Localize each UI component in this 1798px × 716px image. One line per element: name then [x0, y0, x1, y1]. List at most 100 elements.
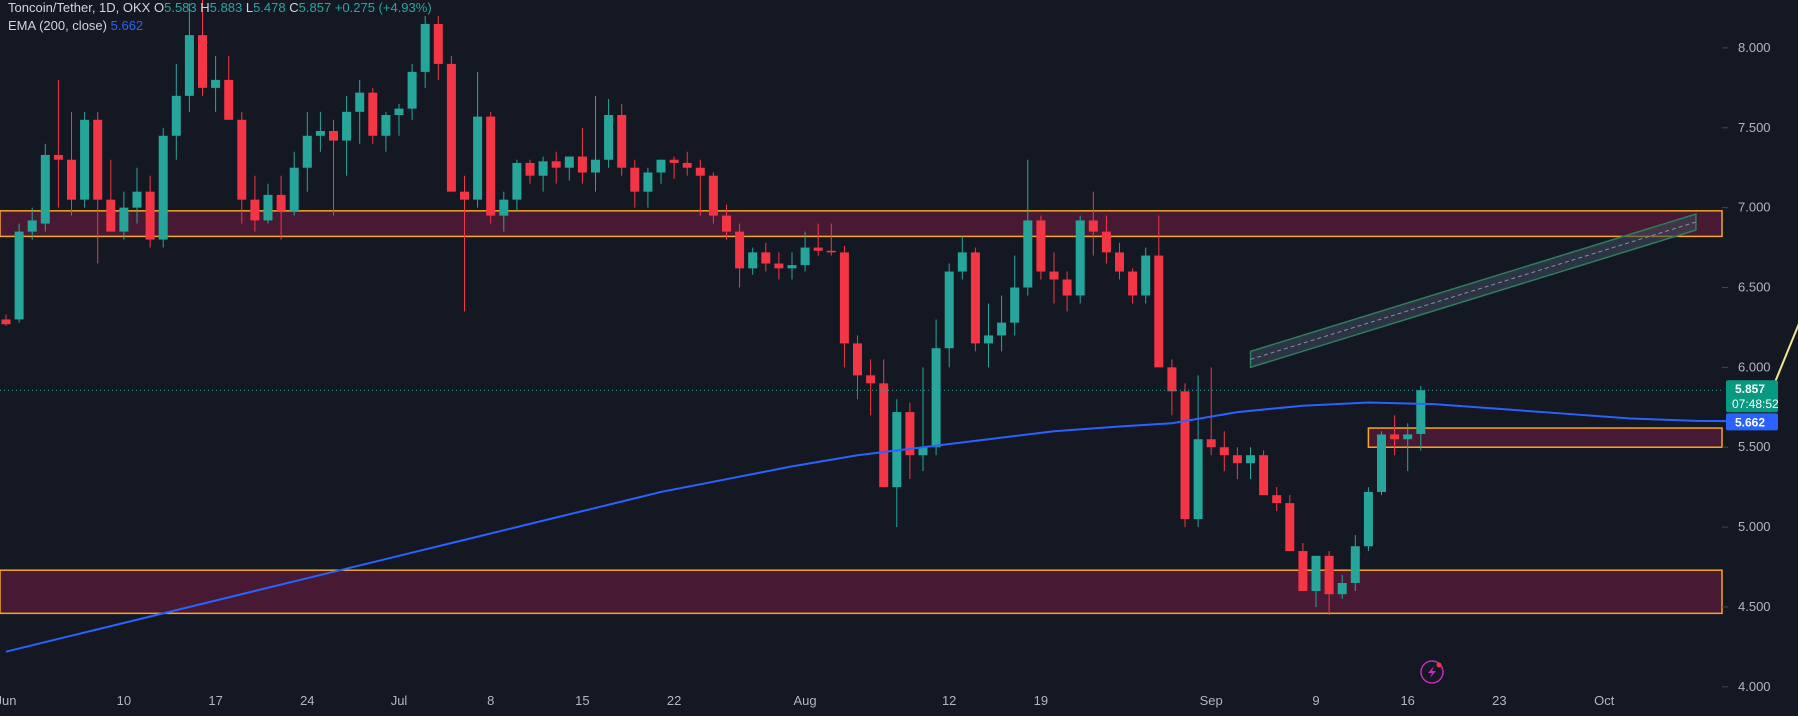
candle-body: [1403, 434, 1413, 440]
candle-body: [577, 156, 587, 173]
candle-body: [708, 175, 718, 216]
candle-body: [826, 250, 836, 253]
candle-body: [40, 154, 50, 224]
countdown-timer: 07:48:52: [1732, 397, 1779, 411]
candle-body: [460, 191, 469, 200]
y-axis: 4.000 4.500 5.000 5.500 6.000 6.500 7.000 7.500…: [1722, 40, 1771, 694]
candle-body: [931, 348, 941, 448]
x-tick-label: 10: [117, 693, 131, 708]
candle-body: [813, 247, 823, 251]
y-tick-label: 6.500: [1738, 280, 1771, 295]
candle-body: [1298, 551, 1308, 591]
candle-body: [394, 108, 404, 116]
candle-body: [905, 412, 915, 456]
candle-body: [1259, 455, 1269, 496]
x-tick-label: 16: [1400, 693, 1414, 708]
candle-body: [211, 79, 221, 88]
candle-body: [643, 172, 653, 192]
ema-label: EMA (200, close): [8, 18, 107, 33]
candle-body: [1115, 252, 1124, 272]
y-tick-label: 5.500: [1738, 439, 1771, 454]
candle-body: [486, 116, 496, 216]
candle-body: [1390, 434, 1400, 440]
candle-body: [198, 35, 207, 88]
candle-body: [67, 159, 76, 200]
candle-body: [1219, 447, 1229, 456]
x-axis: Jun 10 17 24 Jul 8 15 22 Aug 12 19 Sep 9 16 23 Oct: [0, 693, 1615, 708]
candle-body: [525, 162, 535, 176]
x-tick-label: 19: [1034, 693, 1048, 708]
candle-body: [839, 252, 849, 344]
candle-body: [748, 252, 758, 269]
lightning-icon[interactable]: [1420, 660, 1444, 684]
x-tick-label: 12: [942, 693, 956, 708]
candle-body: [1, 319, 11, 325]
candle-body: [1324, 555, 1334, 595]
x-tick-label: 9: [1312, 693, 1319, 708]
x-tick-label: Sep: [1200, 693, 1223, 708]
x-tick-label: 8: [487, 693, 494, 708]
candle-body: [381, 115, 391, 136]
candle-body: [564, 156, 574, 168]
candle-body: [1206, 439, 1216, 448]
candle-body: [1416, 390, 1426, 434]
channel-midline: [1250, 221, 1697, 360]
candle-body: [787, 265, 797, 269]
candle-body: [800, 247, 810, 266]
high-value: 5.883: [209, 0, 243, 15]
y-tick-label: 7.500: [1738, 120, 1771, 135]
last-price-tag: 5.857 07:48:52: [1726, 380, 1779, 413]
candle-body: [224, 79, 234, 120]
candle-body: [656, 159, 666, 173]
candle-body: [1337, 582, 1347, 595]
candle-body: [407, 71, 417, 109]
candle-body: [14, 231, 24, 320]
candle-body: [1377, 434, 1386, 492]
candle-body: [669, 159, 679, 163]
candle-body: [761, 252, 771, 264]
candle-body: [630, 167, 640, 192]
symbol-title[interactable]: Toncoin/Tether, 1D, OKX: [8, 0, 151, 15]
candle-body: [315, 130, 325, 136]
ema-200-line: [5, 401, 1762, 653]
candle-body: [604, 115, 614, 160]
candle-body: [853, 343, 862, 376]
candle-body: [184, 35, 194, 96]
x-tick-label: Jul: [391, 693, 408, 708]
y-tick-label: 8.000: [1738, 40, 1771, 55]
ema-legend[interactable]: EMA (200, close) 5.662: [8, 18, 143, 33]
candle-body: [1141, 255, 1151, 296]
candle-body: [80, 119, 90, 200]
candle-body: [329, 130, 338, 141]
candle-body: [473, 116, 483, 200]
candle-body: [1101, 231, 1111, 253]
candle-body: [289, 167, 299, 211]
x-tick-label: Jun: [0, 693, 16, 708]
candle-body: [302, 135, 312, 168]
candle-body: [355, 92, 365, 112]
y-tick-label: 6.000: [1738, 359, 1771, 374]
ema-price-value: 5.662: [1735, 415, 1765, 429]
candle-body: [93, 119, 103, 200]
zone-1: [1367, 427, 1723, 448]
candle-body: [538, 161, 548, 176]
candle-body: [1154, 255, 1164, 368]
candle-body: [512, 162, 522, 200]
zone-2: [0, 569, 1723, 615]
candle-body: [276, 194, 286, 211]
candle-body: [446, 63, 456, 192]
candle-body: [918, 447, 928, 456]
open-label: O: [153, 0, 165, 15]
candle-body: [145, 191, 155, 240]
x-tick-label: 23: [1492, 693, 1506, 708]
open-value: 5.583: [164, 0, 197, 15]
candle-body: [984, 335, 993, 344]
candle-body: [132, 191, 142, 208]
ema-price-tag: 5.662: [1726, 413, 1778, 431]
y-tick-label: 4.500: [1738, 599, 1771, 614]
candle-body: [1010, 287, 1020, 323]
ema-value: 5.662: [110, 18, 144, 33]
candle-body: [1232, 455, 1242, 464]
candle-body: [27, 220, 37, 232]
